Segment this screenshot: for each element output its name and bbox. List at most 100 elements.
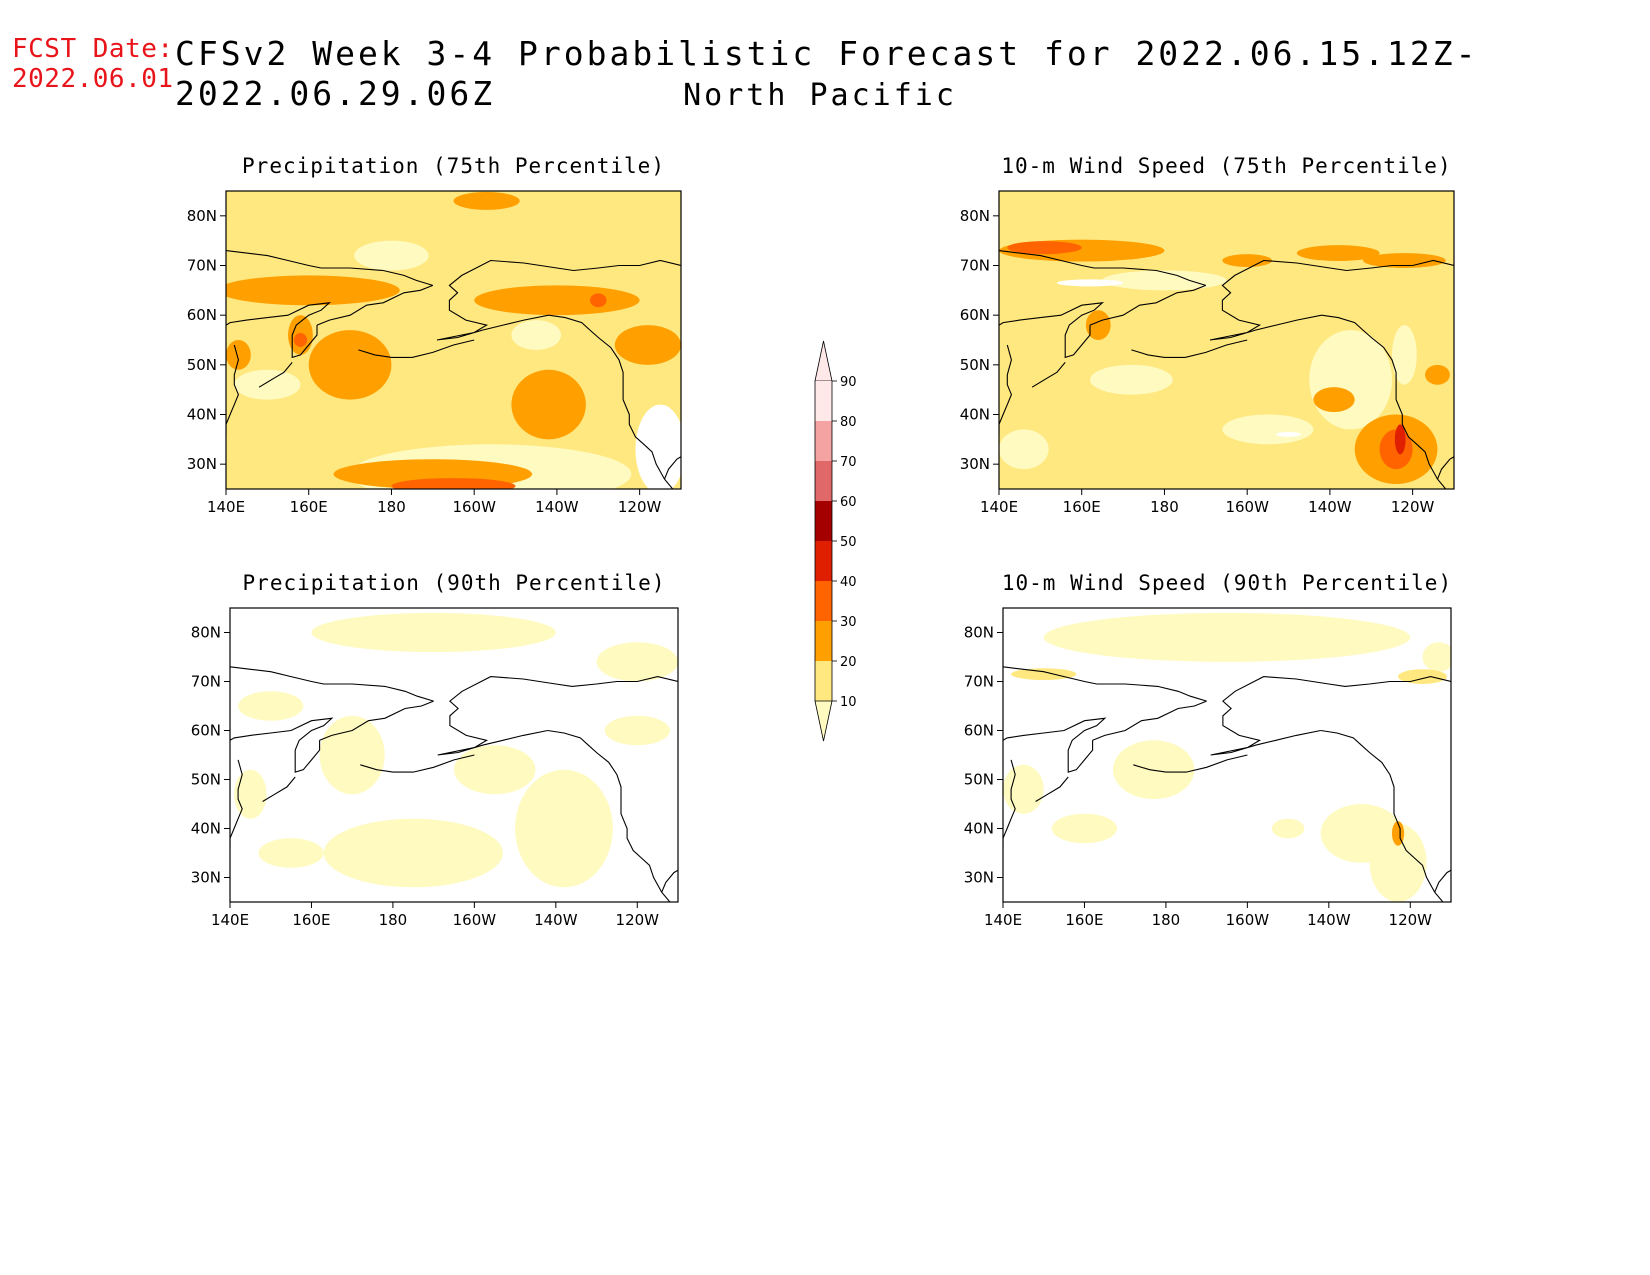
coastline-aleutians — [358, 339, 475, 358]
coastline-kamchatka — [226, 302, 332, 359]
coastline-chukotka — [230, 666, 434, 702]
probability-field — [226, 191, 681, 489]
probability-region — [1112, 740, 1195, 800]
probability-region — [999, 429, 1049, 470]
coastline-kurils — [262, 776, 296, 802]
probability-region — [1051, 813, 1118, 844]
lon-tick-label: 160W — [1226, 911, 1270, 929]
lat-tick-label: 30N — [960, 455, 990, 473]
lat-tick-label: 80N — [191, 624, 221, 642]
panel-title: 10-m Wind Speed (90th Percentile) — [1002, 571, 1452, 595]
coastline-kamchatka — [1003, 717, 1107, 773]
probability-region — [319, 715, 385, 795]
coastline-baja — [661, 869, 678, 893]
coastline-na_west — [548, 314, 674, 489]
lon-tick-label: 120W — [1391, 498, 1435, 516]
coastline-japan_sakhalin — [226, 344, 239, 436]
probability-region — [1007, 241, 1082, 255]
probability-region — [226, 340, 251, 370]
map-panel-wind-90: 10-m Wind Speed (90th Percentile) 140E 160… — [964, 571, 1452, 929]
probability-region — [515, 769, 613, 888]
lon-tick-label: 140E — [984, 911, 1022, 929]
coastline-japan_sakhalin — [1003, 759, 1016, 849]
probability-region — [1085, 310, 1111, 340]
coastline-na_west — [1320, 729, 1444, 902]
probability-region — [1271, 818, 1305, 839]
lat-tick-label: 50N — [960, 356, 990, 374]
probability-region — [1222, 254, 1272, 267]
probability-field — [1003, 608, 1451, 902]
lon-tick-label: 120W — [618, 498, 662, 516]
colorbar-segment — [815, 381, 832, 421]
lon-tick-label: 140E — [207, 498, 245, 516]
coastline-kamchatka_north — [1089, 284, 1207, 326]
lon-tick-label: 160E — [1063, 498, 1101, 516]
lon-tick-label: 140W — [535, 498, 579, 516]
probability-region — [1056, 279, 1124, 287]
lat-tick-label: 70N — [191, 673, 221, 691]
lon-tick-label: 140E — [211, 911, 249, 929]
probability-region — [323, 818, 503, 888]
colorbar-label: 60 — [840, 495, 857, 510]
colorbar-label: 80 — [840, 415, 857, 430]
fcst-date-value: 2022.06.01 — [12, 64, 174, 94]
region-title: North Pacific — [683, 78, 957, 113]
coastline-japan_sakhalin — [230, 759, 243, 849]
coastline-kamchatka_north — [319, 700, 434, 741]
lon-tick-label: 180 — [1152, 911, 1181, 929]
coastline-alaska — [437, 676, 678, 756]
coastline-kurils — [258, 362, 293, 388]
coastline-kamchatka — [230, 717, 334, 773]
probability-region — [1043, 612, 1411, 662]
coastlines — [1003, 666, 1451, 902]
colorbar-label: 70 — [840, 455, 857, 470]
coastline-kurils — [1031, 362, 1066, 388]
probability-region — [234, 769, 267, 819]
colorbar-top-cap — [814, 340, 833, 382]
lat-tick-label: 70N — [964, 673, 994, 691]
lat-tick-label: 60N — [191, 722, 221, 740]
coastline-aleutians — [360, 754, 475, 773]
map-frame — [998, 190, 1455, 490]
panel-title: Precipitation (75th Percentile) — [242, 154, 665, 178]
colorbar-label: 40 — [840, 575, 857, 590]
coastline-chukotka — [1003, 666, 1207, 702]
lat-tick-label: 80N — [960, 207, 990, 225]
lon-tick-label: 140E — [980, 498, 1018, 516]
map-panel-precip-90: Precipitation (90th Percentile) 140E 160E 1… — [191, 571, 679, 929]
probability-region — [1090, 364, 1173, 395]
probability-region — [234, 369, 301, 400]
coastline-baja — [1436, 456, 1454, 480]
lon-tick-label: 160W — [453, 911, 497, 929]
lat-tick-label: 50N — [964, 771, 994, 789]
lat-tick-label: 80N — [964, 624, 994, 642]
coastlines — [226, 250, 681, 489]
colorbar-segment — [815, 621, 832, 661]
lon-tick-label: 180 — [379, 911, 408, 929]
lat-tick-label: 30N — [191, 869, 221, 887]
probability-region — [258, 838, 324, 868]
probability-region — [354, 240, 429, 271]
lon-tick-label: 160E — [292, 911, 330, 929]
map-frame — [225, 190, 682, 490]
lat-tick-label: 60N — [187, 306, 217, 324]
map-panel-precip-75: Precipitation (75th Percentile) 140E 160E 1… — [187, 154, 682, 516]
lat-tick-label: 70N — [960, 257, 990, 275]
lat-tick-label: 80N — [187, 207, 217, 225]
lon-tick-label: 160W — [452, 498, 496, 516]
fcst-date-prefix: FCST Date: — [12, 34, 174, 64]
panel-title: 10-m Wind Speed (75th Percentile) — [1001, 154, 1451, 178]
probability-region — [1296, 245, 1380, 262]
lon-tick-label: 140W — [534, 911, 578, 929]
probability-region — [391, 478, 516, 489]
probability-region — [590, 293, 607, 308]
coastline-kamchatka_north — [1092, 700, 1207, 741]
probability-region — [311, 612, 556, 653]
probability-region — [454, 745, 536, 795]
probability-region — [474, 285, 640, 316]
main-title: CFSv2 Week 3-4 Probabilistic Forecast fo… — [175, 34, 1479, 113]
probability-region — [1102, 270, 1227, 291]
coastline-aleutians — [1131, 339, 1248, 358]
probability-region — [1309, 330, 1392, 430]
probability-region — [308, 330, 392, 400]
